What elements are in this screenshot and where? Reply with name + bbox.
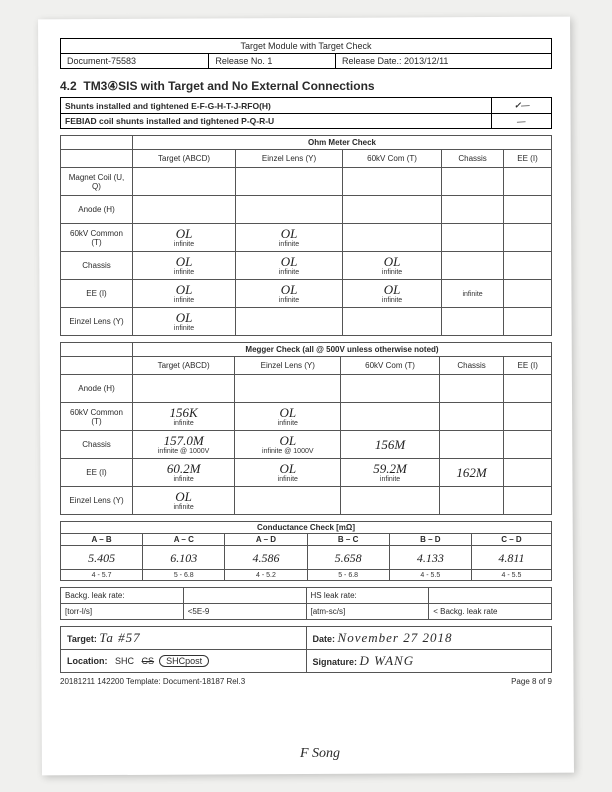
location-label: Location:	[67, 656, 108, 666]
shunts-row1: Shunts installed and tightened E-F-G-H-T…	[61, 98, 492, 114]
release-no: Release No. 1	[209, 54, 336, 69]
torr-label: [torr-l/s]	[61, 604, 184, 620]
signature-table: Target: Ta #57 Date: November 27 2018 Lo…	[60, 626, 552, 673]
leak-table: Backg. leak rate: HS leak rate: [torr-l/…	[60, 587, 552, 620]
location-circled: SHCpost	[159, 655, 209, 667]
ohm-meter-table: Ohm Meter CheckTarget (ABCD)Einzel Lens …	[60, 135, 552, 336]
sig-value: D WANG	[360, 653, 415, 668]
doc-number: Document-75583	[61, 54, 209, 69]
header-title: Target Module with Target Check	[61, 39, 552, 54]
date-value: November 27 2018	[338, 630, 453, 645]
shunts-mark1: ✓—	[492, 98, 552, 114]
target-value: Ta #57	[99, 630, 140, 645]
megger-table: Megger Check (all @ 500V unless otherwis…	[60, 342, 552, 515]
shunts-row2: FEBIAD coil shunts installed and tighten…	[61, 114, 492, 129]
target-label: Target:	[67, 634, 97, 644]
bg-sub: < Backg. leak rate	[429, 604, 552, 620]
header-table: Target Module with Target Check Document…	[60, 38, 552, 69]
shunts-table: Shunts installed and tightened E-F-G-H-T…	[60, 97, 552, 129]
bkg-leak-label: Backg. leak rate:	[61, 588, 184, 604]
leak-lt: <5E-9	[183, 604, 306, 620]
date-label: Date:	[313, 634, 336, 644]
footer-right: Page 8 of 9	[511, 677, 552, 686]
shunts-mark2: —	[492, 114, 552, 129]
section-title: 4.2 TM3④SIS with Target and No External …	[60, 79, 552, 93]
hs-leak-label: HS leak rate:	[306, 588, 429, 604]
conductance-table: Conductance Check [mΩ]A – BA – CA – DB –…	[60, 521, 552, 581]
footer-left: 20181211 142200 Template: Document-18187…	[60, 677, 245, 686]
release-date: Release Date.: 2013/12/11	[336, 54, 552, 69]
sig-label: Signature:	[313, 657, 358, 667]
extra-signature: F Song	[300, 746, 340, 762]
atm-label: [atm-sc/s]	[306, 604, 429, 620]
footer: 20181211 142200 Template: Document-18187…	[60, 677, 552, 686]
